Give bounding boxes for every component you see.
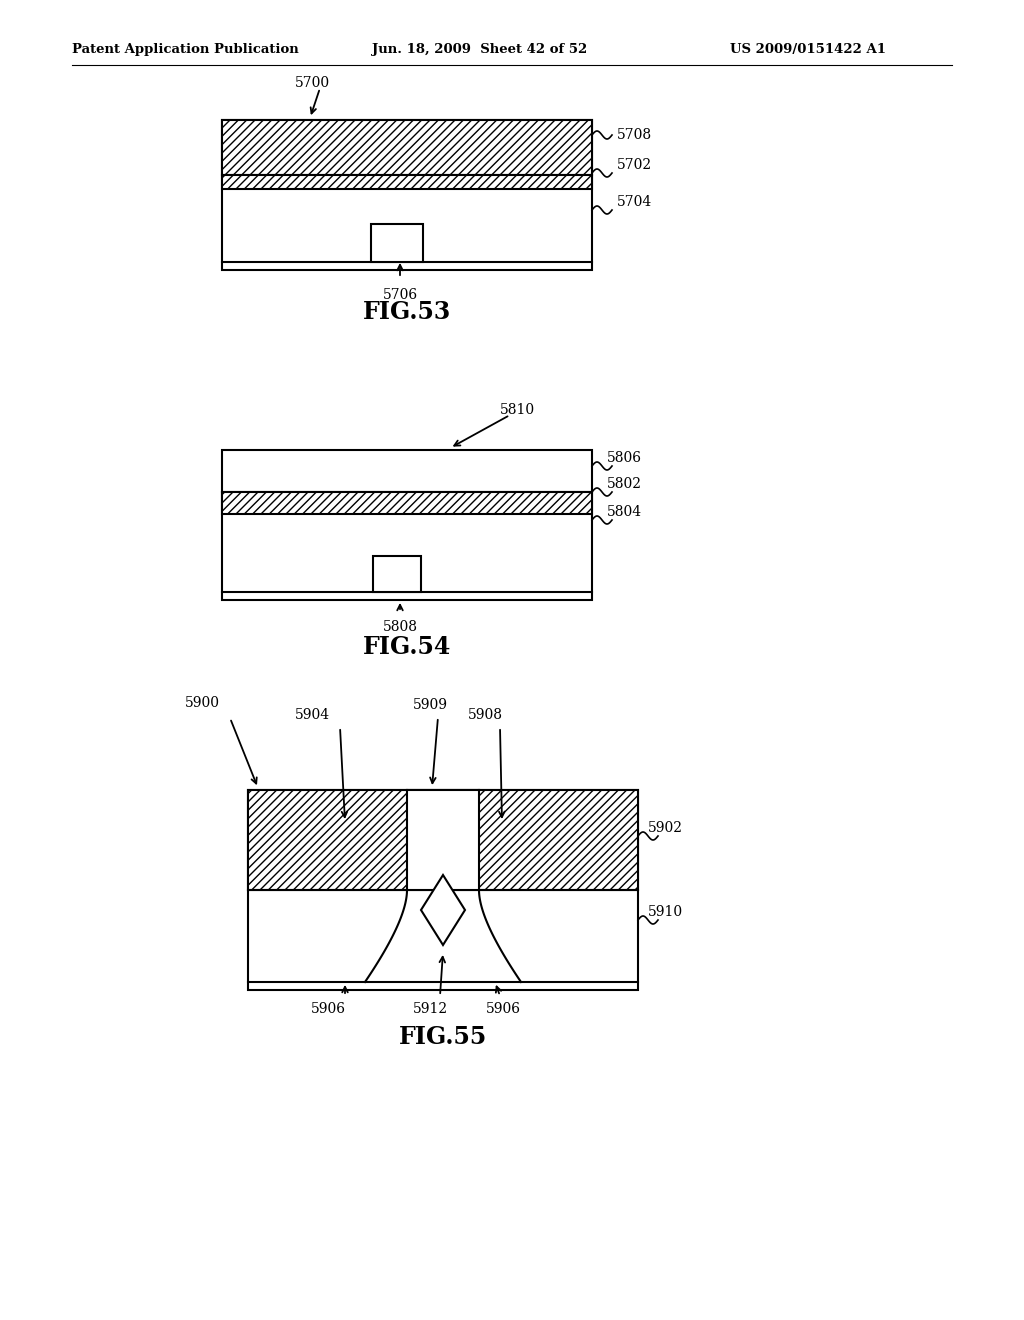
- Bar: [222, 120, 592, 271]
- Text: 5910: 5910: [648, 906, 683, 919]
- Text: 5708: 5708: [617, 128, 652, 143]
- Bar: [407, 789, 479, 890]
- Bar: [373, 556, 421, 591]
- Text: 5902: 5902: [648, 821, 683, 836]
- Text: FIG.54: FIG.54: [362, 635, 452, 659]
- Bar: [248, 789, 638, 990]
- Text: 5904: 5904: [295, 708, 330, 722]
- Text: 5704: 5704: [617, 195, 652, 209]
- Bar: [248, 789, 638, 890]
- Text: 5702: 5702: [617, 158, 652, 172]
- Text: 5906: 5906: [485, 1002, 520, 1016]
- Text: US 2009/0151422 A1: US 2009/0151422 A1: [730, 44, 886, 57]
- Bar: [222, 450, 592, 601]
- Bar: [371, 224, 423, 261]
- Text: 5802: 5802: [607, 477, 642, 491]
- Text: Jun. 18, 2009  Sheet 42 of 52: Jun. 18, 2009 Sheet 42 of 52: [372, 44, 587, 57]
- Text: 5706: 5706: [382, 288, 418, 302]
- Text: 5909: 5909: [413, 698, 449, 711]
- Text: FIG.53: FIG.53: [362, 300, 452, 323]
- Text: 5700: 5700: [295, 77, 330, 90]
- Text: 5808: 5808: [383, 620, 418, 634]
- Text: 5804: 5804: [607, 506, 642, 519]
- Text: 5906: 5906: [310, 1002, 345, 1016]
- Text: 5810: 5810: [500, 403, 536, 417]
- Text: 5900: 5900: [185, 696, 220, 710]
- Text: 5912: 5912: [413, 1002, 447, 1016]
- Text: 5806: 5806: [607, 451, 642, 465]
- Polygon shape: [421, 875, 465, 945]
- Bar: [222, 176, 592, 189]
- Text: Patent Application Publication: Patent Application Publication: [72, 44, 299, 57]
- Bar: [222, 120, 592, 176]
- Bar: [222, 492, 592, 513]
- Text: FIG.55: FIG.55: [399, 1026, 487, 1049]
- Text: 5908: 5908: [468, 708, 503, 722]
